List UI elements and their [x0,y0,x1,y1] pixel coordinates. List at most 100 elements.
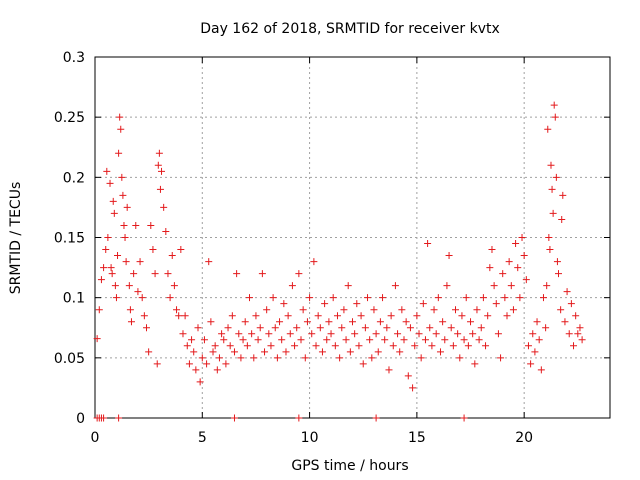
data-point [321,300,329,308]
data-point [449,342,457,350]
data-point [127,318,135,326]
data-point [230,348,238,356]
data-point [553,258,561,266]
data-point [550,101,558,109]
data-point [398,306,406,314]
data-point [306,294,314,302]
data-point [273,354,281,362]
y-tick-label: 0.25 [54,110,85,126]
data-point [578,336,586,344]
data-point [462,294,470,302]
data-point [252,312,260,320]
data-point [381,336,389,344]
data-point [338,324,346,332]
data-point [248,330,256,338]
x-tick-label: 15 [408,430,426,446]
data-point [224,324,232,332]
x-tick-label: 10 [301,430,319,446]
data-point [297,336,305,344]
data-point [454,330,462,338]
data-point [325,318,333,326]
data-point [361,324,369,332]
data-point [447,324,455,332]
data-point [303,318,311,326]
data-point [284,312,292,320]
data-point [185,360,193,368]
data-point [551,113,559,121]
data-point [282,348,290,356]
data-point [239,336,247,344]
data-point [136,258,144,266]
data-point [102,246,110,254]
data-point [512,240,520,248]
data-point [323,336,331,344]
data-point [482,342,490,350]
data-point [329,294,337,302]
data-point [488,246,496,254]
data-point [265,330,273,338]
data-point [100,264,108,272]
data-point [111,282,119,290]
data-point [563,288,571,296]
data-point [346,348,354,356]
data-point [533,318,541,326]
data-point [372,414,380,422]
x-axis-label: GPS time / hours [291,458,408,474]
data-point [417,354,425,362]
data-point [441,336,449,344]
data-point [479,294,487,302]
data-point [115,414,123,422]
data-point [561,318,569,326]
data-point [179,330,187,338]
data-point [107,264,115,272]
data-point [359,360,367,368]
data-point [164,270,172,278]
data-point [520,252,528,260]
x-tick-label: 0 [91,430,100,446]
data-point [542,324,550,332]
data-point [112,294,120,302]
data-point [318,348,326,356]
data-point [177,246,185,254]
data-point [226,342,234,350]
data-point [331,342,339,350]
data-point [374,348,382,356]
data-point [492,300,500,308]
y-tick-label: 0.1 [63,291,85,307]
data-point [342,336,350,344]
data-point [535,336,543,344]
data-point [198,354,206,362]
data-point [549,209,557,217]
data-point [267,342,275,350]
data-point [439,318,447,326]
data-point [402,318,410,326]
data-point [130,270,138,278]
data-point [205,258,213,266]
data-point [153,360,161,368]
data-point [413,312,421,320]
data-point [109,197,117,205]
data-point [406,324,414,332]
data-point [134,288,142,296]
data-point [501,294,509,302]
data-point [215,354,223,362]
data-point [421,336,429,344]
data-point [565,330,573,338]
data-point [558,215,566,223]
data-point [355,342,363,350]
data-point [576,324,584,332]
data-point [460,414,468,422]
data-point [218,330,226,338]
data-point [379,294,387,302]
data-point [269,294,277,302]
data-point [188,336,196,344]
data-point [445,252,453,260]
data-point [190,348,198,356]
data-point [100,414,108,422]
data-point [160,203,168,211]
data-point [154,161,162,169]
x-tick-label: 20 [515,430,533,446]
data-point [250,354,258,362]
